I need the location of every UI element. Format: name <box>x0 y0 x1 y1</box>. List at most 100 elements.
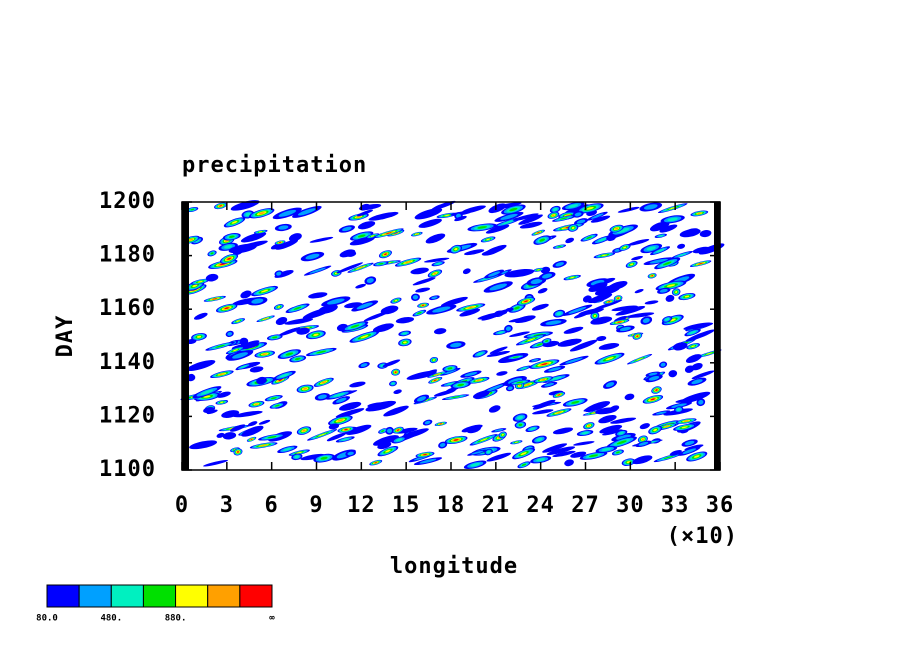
field-blob <box>477 226 488 229</box>
field-blob <box>203 459 228 467</box>
y-tick-label: 1140 <box>99 350 156 375</box>
field-blob <box>631 255 643 261</box>
field-blob <box>461 424 483 433</box>
field-blob <box>401 332 408 335</box>
field-blob <box>697 212 702 215</box>
field-blob <box>318 304 338 314</box>
field-blob <box>215 344 226 348</box>
field-blob <box>683 322 714 330</box>
x-tick-label: 6 <box>265 493 279 518</box>
field-blob <box>618 431 624 435</box>
field-blob <box>648 375 660 381</box>
field-blob <box>500 213 518 220</box>
field-blob <box>541 363 548 366</box>
field-blob <box>481 308 511 321</box>
field-blob <box>571 226 575 229</box>
field-blob <box>684 295 690 298</box>
field-blob <box>219 205 222 207</box>
field-blob <box>524 300 528 303</box>
field-blob <box>590 316 613 325</box>
x-tick-label: 0 <box>175 493 189 518</box>
field-blob <box>423 454 427 456</box>
field-blob <box>212 298 218 300</box>
field-blob <box>537 269 540 271</box>
field-blob <box>433 272 437 275</box>
field-blob <box>227 257 231 260</box>
field-blob <box>309 267 326 274</box>
field-blob <box>672 342 688 351</box>
chart-title: precipitation <box>182 153 367 178</box>
field-blob <box>412 295 419 300</box>
field-blob <box>565 357 583 364</box>
field-blob <box>619 326 632 332</box>
field-blob <box>189 440 218 450</box>
field-blob <box>649 221 670 232</box>
field-blob <box>357 234 366 238</box>
colorbar-box <box>239 584 273 608</box>
field-blob <box>316 350 327 354</box>
field-blob <box>335 397 347 403</box>
x-axis-label: longitude <box>390 554 518 579</box>
field-blob <box>578 308 605 316</box>
field-blob <box>447 367 453 370</box>
colorbar-box <box>142 584 177 608</box>
field-blob <box>363 310 391 322</box>
field-blob <box>507 386 513 391</box>
field-blob <box>598 343 620 350</box>
field-blob <box>415 233 419 235</box>
field-blob <box>615 451 620 454</box>
field-blob <box>519 221 543 229</box>
field-blob <box>254 403 259 405</box>
contour-field <box>180 200 725 470</box>
field-blob <box>206 409 218 415</box>
field-blob <box>229 424 246 432</box>
field-blob <box>275 316 288 326</box>
field-blob <box>275 239 299 250</box>
field-blob <box>669 449 682 456</box>
field-blob <box>294 357 301 361</box>
field-blob <box>216 391 231 398</box>
field-blob <box>660 362 666 367</box>
field-blob <box>664 318 670 321</box>
field-blob <box>565 237 575 244</box>
field-blob <box>251 298 264 304</box>
field-blob <box>486 384 504 392</box>
field-blob <box>383 405 409 417</box>
field-blob <box>278 209 297 217</box>
field-blob <box>236 320 241 322</box>
field-blob <box>616 440 627 445</box>
field-blob <box>509 207 518 212</box>
field-blob <box>557 245 562 248</box>
field-blob <box>472 390 490 399</box>
field-blob <box>296 327 310 335</box>
field-blob <box>581 431 589 435</box>
field-blob <box>586 236 592 239</box>
field-blob <box>574 212 582 217</box>
field-blob <box>421 304 425 306</box>
field-blob <box>267 435 277 439</box>
field-blob <box>532 399 556 410</box>
field-blob <box>602 429 623 436</box>
field-blob <box>616 434 631 440</box>
field-blob <box>569 276 575 279</box>
field-blob <box>668 370 678 378</box>
field-blob <box>626 312 655 318</box>
field-blob <box>531 303 549 311</box>
field-blob <box>190 208 195 211</box>
field-blob <box>658 234 664 237</box>
field-blob <box>349 381 366 388</box>
field-blob <box>224 245 233 249</box>
field-blob <box>462 268 471 275</box>
field-blob <box>256 376 267 385</box>
field-blob <box>669 318 676 322</box>
field-blob <box>300 453 326 461</box>
field-blob <box>365 400 397 412</box>
field-blob <box>333 393 345 397</box>
field-blob <box>536 232 540 234</box>
field-blob <box>403 341 407 344</box>
field-blob <box>263 317 268 320</box>
field-blob <box>617 297 620 299</box>
field-blob <box>693 455 700 458</box>
field-blob <box>423 257 450 263</box>
field-blob <box>649 258 668 264</box>
